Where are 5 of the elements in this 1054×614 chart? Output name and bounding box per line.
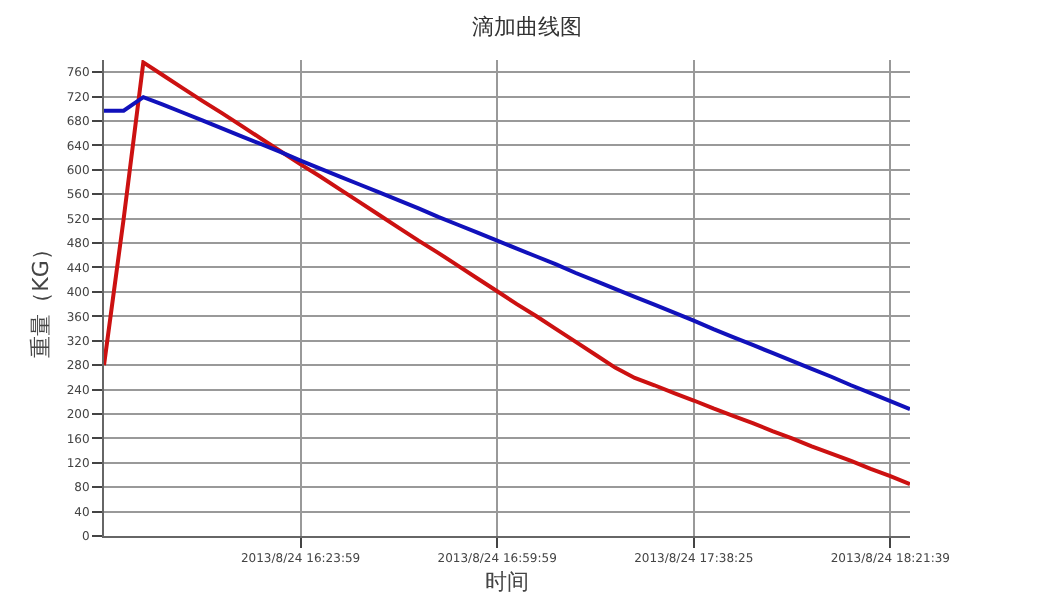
- line-series: [104, 60, 910, 487]
- line-series: [104, 95, 910, 412]
- x-axis-title: 时间: [485, 568, 529, 595]
- y-axis-title: 重量（KG）: [27, 238, 54, 358]
- chart-title: 滴加曲线图: [472, 13, 582, 40]
